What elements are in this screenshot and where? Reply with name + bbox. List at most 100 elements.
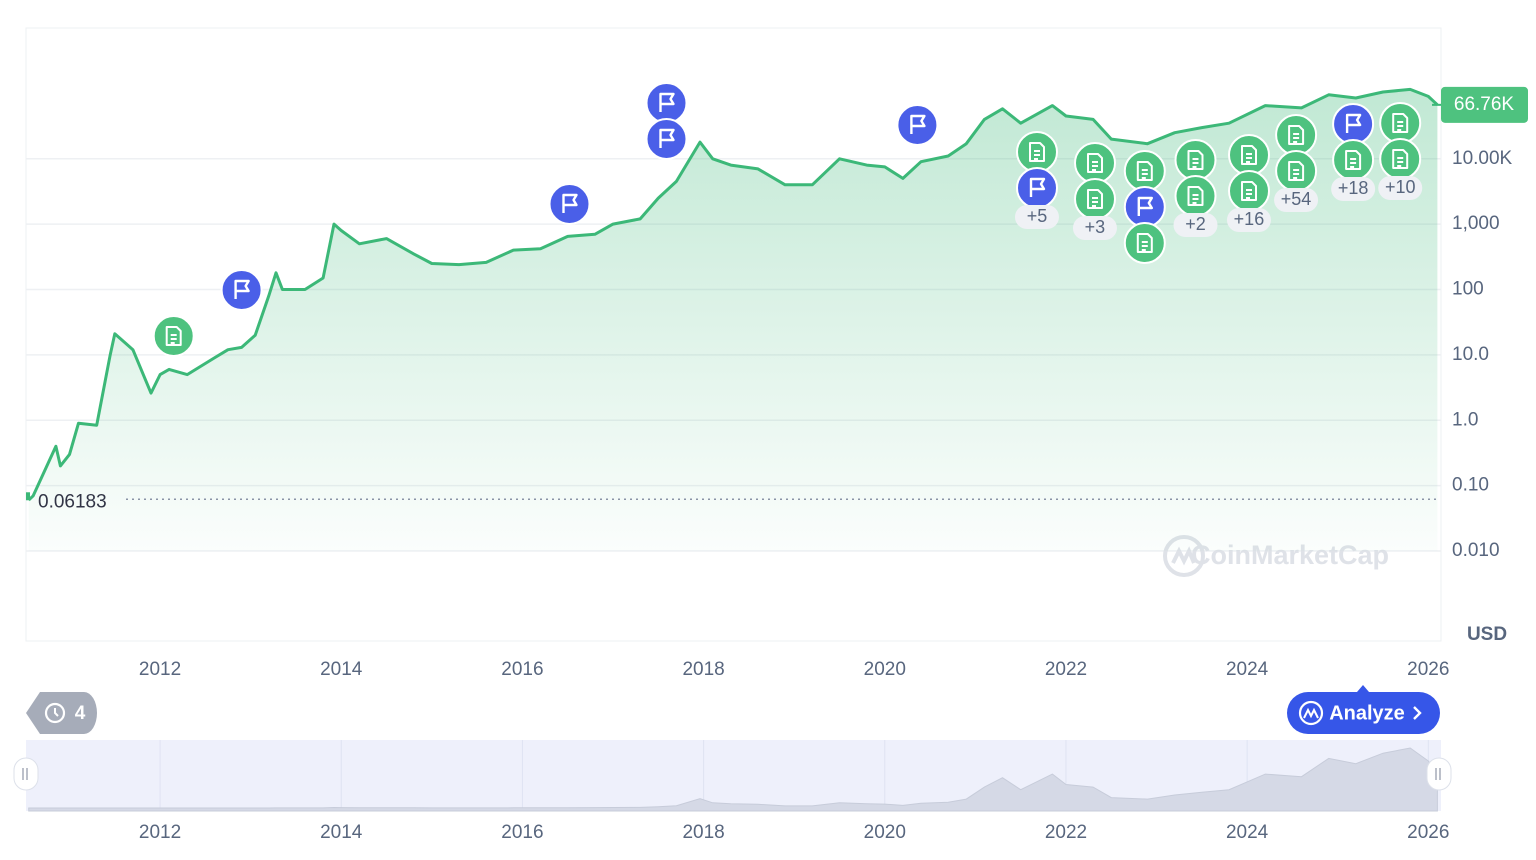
y-tick-label: 1.0 <box>1452 409 1478 430</box>
navigator-handle-right[interactable] <box>1426 757 1452 791</box>
event-news[interactable] <box>1275 150 1318 192</box>
event-news[interactable] <box>1379 102 1422 144</box>
navigator-area <box>28 747 1438 812</box>
event-news[interactable] <box>1123 222 1166 264</box>
plot: 0.06183 66.76K +5 +3 +2 +16 +54 +18 +10 <box>26 82 1528 552</box>
analyze-button[interactable]: Analyze <box>1287 685 1440 734</box>
event-more-label[interactable]: +5 <box>1027 206 1048 226</box>
flag-glyph <box>659 128 675 148</box>
event-more-pill[interactable] <box>1014 205 1059 229</box>
navigator-tick-label: 2014 <box>320 822 363 843</box>
event-flag[interactable] <box>1332 103 1375 145</box>
event-flag[interactable] <box>1016 167 1058 209</box>
history-count: 4 <box>75 703 86 724</box>
y-tick-label: 0.10 <box>1452 475 1489 496</box>
y-tick-label: 1,000 <box>1452 213 1500 234</box>
price-line <box>27 87 1439 502</box>
event-news[interactable] <box>1016 131 1058 173</box>
event-news[interactable] <box>1074 142 1116 184</box>
navigator-content: 2012 2014 2016 2018 2020 2022 2024 2026 <box>28 740 1449 843</box>
doc-glyph <box>1241 145 1257 165</box>
flag-glyph <box>910 114 926 134</box>
event-news[interactable] <box>1228 134 1270 176</box>
flag-glyph <box>562 193 578 213</box>
low-tick <box>26 492 30 501</box>
event-news[interactable] <box>1379 138 1422 180</box>
event-flag[interactable] <box>645 118 688 160</box>
doc-glyph <box>1392 113 1409 133</box>
event-more-pill[interactable] <box>1274 188 1319 212</box>
event-more-pill[interactable] <box>1226 208 1271 232</box>
event-news[interactable] <box>1228 170 1270 212</box>
analyze-label: Analyze <box>1329 702 1405 724</box>
low-label: 0.06183 <box>38 491 107 512</box>
doc-glyph <box>165 326 182 346</box>
event-flag[interactable] <box>896 104 939 146</box>
event-more-label[interactable]: +3 <box>1085 217 1106 237</box>
navigator-tick-label: 2012 <box>139 822 181 843</box>
x-tick-label: 2012 <box>139 659 181 680</box>
doc-glyph <box>1087 189 1103 209</box>
flag-glyph <box>1137 196 1154 216</box>
x-tick-label: 2016 <box>501 659 543 680</box>
event-more-pill[interactable] <box>1173 213 1218 237</box>
event-flag[interactable] <box>548 183 591 225</box>
history-badge[interactable]: 4 <box>26 692 97 734</box>
y-tick-label: 100 <box>1452 279 1484 300</box>
x-tick-label: 2022 <box>1045 659 1087 680</box>
y-tick-label: 10.0 <box>1452 344 1489 365</box>
x-tick-label: 2020 <box>864 659 906 680</box>
plot-frame <box>25 27 1442 642</box>
last-price-label: 66.76K <box>1454 94 1515 115</box>
event-more-pill[interactable] <box>1378 176 1423 200</box>
event-flag[interactable] <box>645 82 688 124</box>
event-news[interactable] <box>1275 114 1318 156</box>
doc-glyph <box>1345 150 1362 170</box>
event-more-label[interactable]: +54 <box>1281 189 1312 209</box>
navigator-handle-left[interactable] <box>13 757 39 791</box>
event-flag[interactable] <box>1123 186 1166 228</box>
doc-glyph <box>1187 186 1204 206</box>
event-news[interactable] <box>1174 139 1217 181</box>
navigator-tick-label: 2024 <box>1226 822 1269 843</box>
doc-glyph <box>1392 149 1409 169</box>
navigator-tick-label: 2026 <box>1407 822 1449 843</box>
doc-glyph <box>1029 142 1045 162</box>
y-unit: USD <box>1467 624 1507 645</box>
doc-glyph <box>1288 125 1305 145</box>
y-tick-label: 10.00K <box>1452 148 1513 169</box>
doc-glyph <box>1187 150 1204 170</box>
navigator-tick-label: 2016 <box>501 822 543 843</box>
doc-glyph <box>1136 161 1153 181</box>
event-news[interactable] <box>152 315 195 357</box>
flag-glyph <box>234 279 250 299</box>
navigator-tick-label: 2018 <box>682 822 724 843</box>
event-more-label[interactable]: +16 <box>1234 209 1265 229</box>
doc-glyph <box>1241 181 1257 201</box>
event-more-label[interactable]: +10 <box>1385 177 1416 197</box>
flag-glyph <box>1345 113 1362 133</box>
x-tick-label: 2026 <box>1407 659 1449 680</box>
event-news[interactable] <box>1332 139 1375 181</box>
flag-glyph <box>659 92 675 112</box>
flag-glyph <box>1029 177 1046 197</box>
x-tick-label: 2024 <box>1226 659 1269 680</box>
event-news[interactable] <box>1074 178 1116 220</box>
doc-glyph <box>1136 233 1153 253</box>
navigator-tick-label: 2022 <box>1045 822 1087 843</box>
y-tick-label: 0.010 <box>1452 540 1500 561</box>
doc-glyph <box>1087 153 1103 173</box>
x-tick-label: 2014 <box>320 659 363 680</box>
event-more-pill[interactable] <box>1072 216 1117 240</box>
event-flag[interactable] <box>220 269 263 311</box>
navigator-tick-label: 2020 <box>864 822 906 843</box>
last-price-badge <box>1441 86 1528 123</box>
event-news[interactable] <box>1174 175 1217 217</box>
event-more-label[interactable]: +18 <box>1338 178 1369 198</box>
event-news[interactable] <box>1123 150 1166 192</box>
event-more-label[interactable]: +2 <box>1185 214 1206 234</box>
x-tick-label: 2018 <box>682 659 724 680</box>
event-more-pill[interactable] <box>1331 177 1376 201</box>
